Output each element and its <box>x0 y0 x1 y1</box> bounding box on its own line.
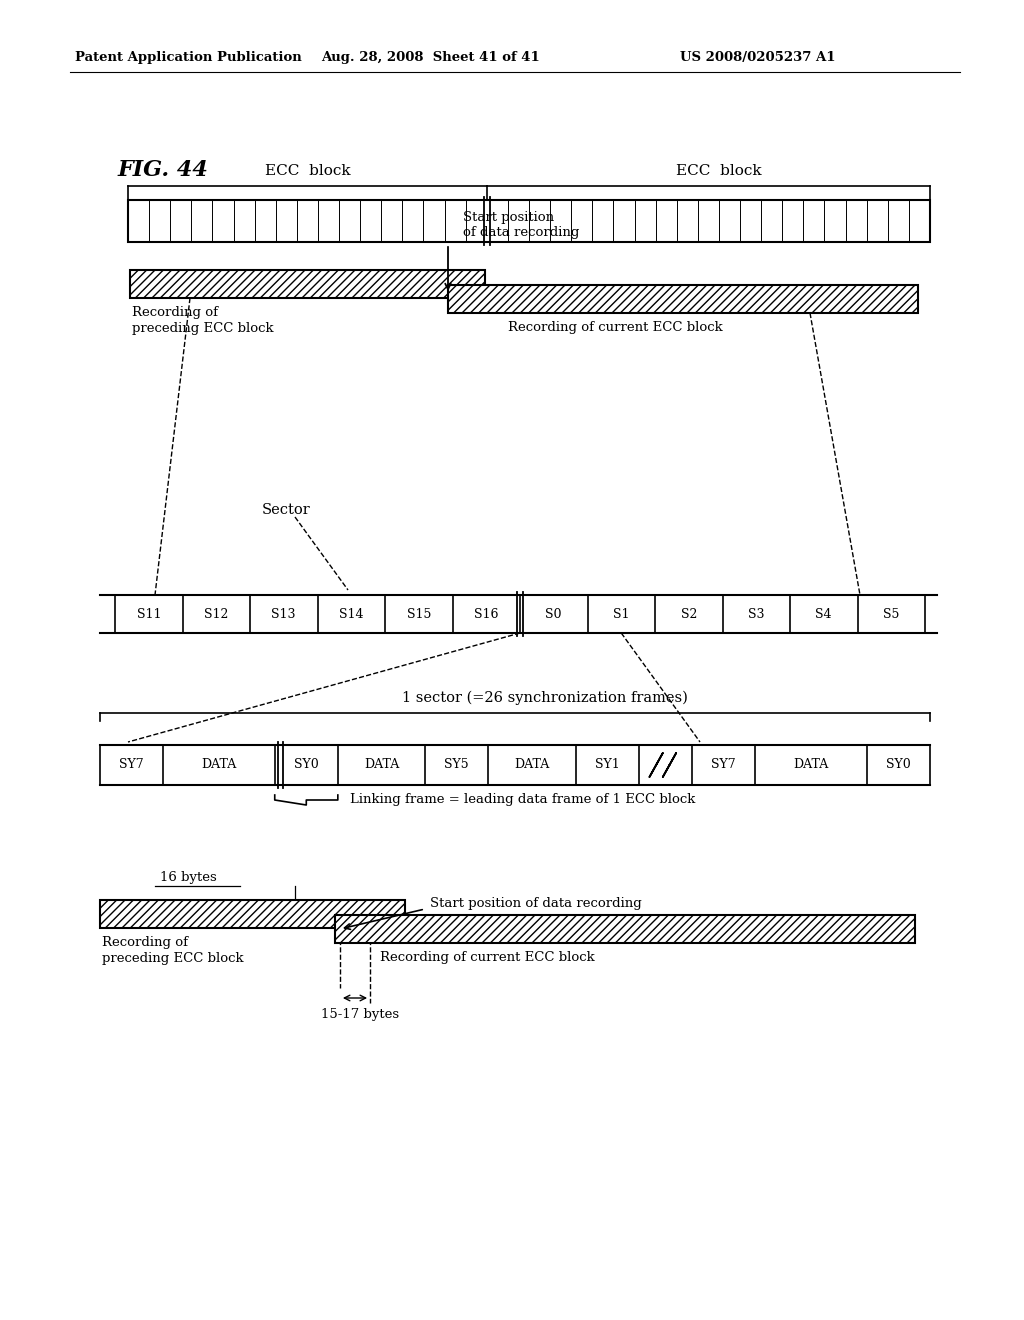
Text: SY1: SY1 <box>595 759 620 771</box>
Text: preceding ECC block: preceding ECC block <box>102 952 244 965</box>
Text: S15: S15 <box>407 607 431 620</box>
Text: S2: S2 <box>681 607 697 620</box>
Text: SY7: SY7 <box>712 759 736 771</box>
Text: SY5: SY5 <box>444 759 469 771</box>
FancyBboxPatch shape <box>100 900 406 928</box>
Text: Recording of: Recording of <box>132 306 218 319</box>
Text: SY7: SY7 <box>119 759 143 771</box>
Text: FIG. 44: FIG. 44 <box>118 158 209 181</box>
Text: S0: S0 <box>546 607 562 620</box>
Text: Patent Application Publication: Patent Application Publication <box>75 50 302 63</box>
Text: S11: S11 <box>136 607 161 620</box>
Text: 1 sector (=26 synchronization frames): 1 sector (=26 synchronization frames) <box>402 690 688 705</box>
Text: DATA: DATA <box>364 759 399 771</box>
Text: Sector: Sector <box>262 503 310 517</box>
Text: Recording of current ECC block: Recording of current ECC block <box>508 321 723 334</box>
Text: S3: S3 <box>748 607 765 620</box>
Text: preceding ECC block: preceding ECC block <box>132 322 273 335</box>
Text: DATA: DATA <box>202 759 237 771</box>
Text: Linking frame = leading data frame of 1 ECC block: Linking frame = leading data frame of 1 … <box>350 793 695 807</box>
Text: 15-17 bytes: 15-17 bytes <box>321 1008 399 1020</box>
Text: DATA: DATA <box>794 759 828 771</box>
Text: S1: S1 <box>613 607 630 620</box>
FancyBboxPatch shape <box>335 915 915 942</box>
Text: DATA: DATA <box>514 759 550 771</box>
FancyBboxPatch shape <box>128 201 930 242</box>
Text: SY0: SY0 <box>294 759 318 771</box>
Text: SY0: SY0 <box>886 759 910 771</box>
Text: Start position of data recording: Start position of data recording <box>430 898 642 911</box>
Text: ECC  block: ECC block <box>264 164 350 178</box>
Text: Recording of current ECC block: Recording of current ECC block <box>380 950 595 964</box>
Text: Aug. 28, 2008  Sheet 41 of 41: Aug. 28, 2008 Sheet 41 of 41 <box>321 50 540 63</box>
Text: S5: S5 <box>883 607 899 620</box>
Text: S14: S14 <box>339 607 364 620</box>
Text: US 2008/0205237 A1: US 2008/0205237 A1 <box>680 50 836 63</box>
Text: S13: S13 <box>271 607 296 620</box>
Text: 16 bytes: 16 bytes <box>160 871 217 884</box>
Text: Recording of: Recording of <box>102 936 188 949</box>
Text: S16: S16 <box>474 607 499 620</box>
FancyBboxPatch shape <box>449 285 918 313</box>
Text: ECC  block: ECC block <box>676 164 761 178</box>
Text: S12: S12 <box>204 607 228 620</box>
Text: S4: S4 <box>815 607 831 620</box>
FancyBboxPatch shape <box>130 271 485 298</box>
Text: Start position
of data recording: Start position of data recording <box>463 211 580 239</box>
